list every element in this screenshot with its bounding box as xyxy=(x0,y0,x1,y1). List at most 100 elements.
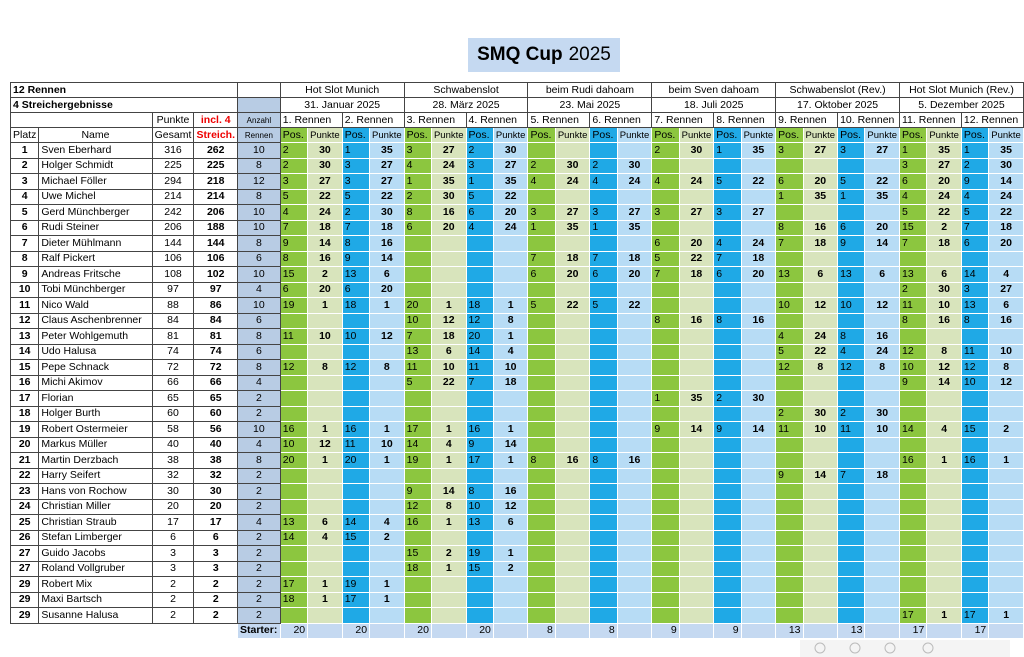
position: 13 xyxy=(341,266,371,283)
position: 18 xyxy=(341,297,371,314)
race-points: 18 xyxy=(616,250,653,267)
position xyxy=(837,498,866,515)
race-count: 10 xyxy=(237,266,281,283)
race-points xyxy=(492,591,529,608)
race-points: 16 xyxy=(616,452,653,469)
race-points: 1 xyxy=(307,576,343,593)
race-points: 1 xyxy=(430,297,467,314)
zoom-out-icon[interactable] xyxy=(849,642,861,654)
rotate-icon[interactable] xyxy=(922,642,934,654)
position: 12 xyxy=(279,359,309,376)
race-points xyxy=(678,188,715,205)
position: 2 xyxy=(403,188,432,205)
platz: 17 xyxy=(9,390,40,407)
position xyxy=(837,452,866,469)
points-net: 218 xyxy=(193,173,238,190)
race-points xyxy=(740,529,777,546)
position: 6 xyxy=(713,266,742,283)
race-points: 27 xyxy=(369,173,405,190)
position: 5 xyxy=(279,188,309,205)
position xyxy=(775,607,804,624)
position: 13 xyxy=(279,514,309,531)
position: 2 xyxy=(713,390,742,407)
race-points xyxy=(740,545,777,562)
race-points xyxy=(802,281,839,298)
player-name: Maxi Bartsch xyxy=(38,591,153,608)
race-points: 20 xyxy=(864,219,900,236)
position xyxy=(898,529,928,546)
position xyxy=(651,452,680,469)
player-name: Martin Derzbach xyxy=(38,452,153,469)
race-points: 1 xyxy=(492,452,529,469)
race-points: 20 xyxy=(307,281,343,298)
race-points xyxy=(988,529,1024,546)
starter-label: Starter: xyxy=(237,622,281,639)
position xyxy=(713,157,742,174)
position: 2 xyxy=(279,157,309,174)
race-points xyxy=(616,390,653,407)
position xyxy=(527,328,556,345)
race-points: 2 xyxy=(430,545,467,562)
position xyxy=(589,545,618,562)
position: 8 xyxy=(775,219,804,236)
position: 15 xyxy=(403,545,432,562)
position xyxy=(960,529,990,546)
race-points: 2 xyxy=(369,529,405,546)
position xyxy=(651,498,680,515)
race-points xyxy=(926,545,962,562)
position: 12 xyxy=(341,359,371,376)
position: 7 xyxy=(465,374,494,391)
table-row: 18 Holger Burth 60 60 2 2 30 2 30 xyxy=(9,405,1024,422)
position xyxy=(775,591,804,608)
pos-head: Pos. xyxy=(898,127,928,143)
position: 6 xyxy=(898,173,928,190)
race-points xyxy=(554,607,591,624)
blank xyxy=(492,622,529,639)
race-points: 10 xyxy=(988,343,1024,360)
position: 5 xyxy=(589,297,618,314)
race-label: 12. Rennen xyxy=(960,112,1024,128)
race-count: 2 xyxy=(237,576,281,593)
position xyxy=(898,576,928,593)
position: 5 xyxy=(775,343,804,360)
race-points xyxy=(369,374,405,391)
search-icon[interactable] xyxy=(884,642,896,654)
points-net: 2 xyxy=(193,607,238,624)
race-points: 27 xyxy=(988,281,1024,298)
position xyxy=(465,405,494,422)
race-points xyxy=(554,498,591,515)
race-points xyxy=(926,390,962,407)
position xyxy=(898,591,928,608)
position xyxy=(713,514,742,531)
points-net: 65 xyxy=(193,390,238,407)
zoom-in-icon[interactable] xyxy=(814,642,826,654)
race-label: 1. Rennen xyxy=(279,112,343,128)
starter-count: 20 xyxy=(403,622,432,639)
player-name: Hans von Rochow xyxy=(38,483,153,500)
position xyxy=(837,607,866,624)
race-points: 27 xyxy=(430,142,467,159)
race-points: 4 xyxy=(369,514,405,531)
position xyxy=(527,514,556,531)
position xyxy=(403,607,432,624)
race-points: 8 xyxy=(369,359,405,376)
platz: 7 xyxy=(9,235,40,252)
position: 3 xyxy=(341,157,371,174)
race-points xyxy=(369,467,405,484)
race-points xyxy=(430,529,467,546)
race-count: 2 xyxy=(237,483,281,500)
table-row: 29 Susanne Halusa 2 2 2 17 1 17 1 xyxy=(9,607,1024,624)
table-row: 10 Tobi Münchberger 97 97 4 6 20 6 20 2 30 3 27 xyxy=(9,281,1024,298)
blank xyxy=(307,622,343,639)
platz: 19 xyxy=(9,421,40,438)
blank xyxy=(926,622,962,639)
race-points xyxy=(678,560,715,577)
position xyxy=(713,498,742,515)
position: 1 xyxy=(465,173,494,190)
race-points xyxy=(678,467,715,484)
position xyxy=(837,312,866,329)
player-name: Christian Straub xyxy=(38,514,153,531)
race-points xyxy=(802,607,839,624)
points-net: 262 xyxy=(193,142,238,159)
starter-count: 8 xyxy=(527,622,556,639)
